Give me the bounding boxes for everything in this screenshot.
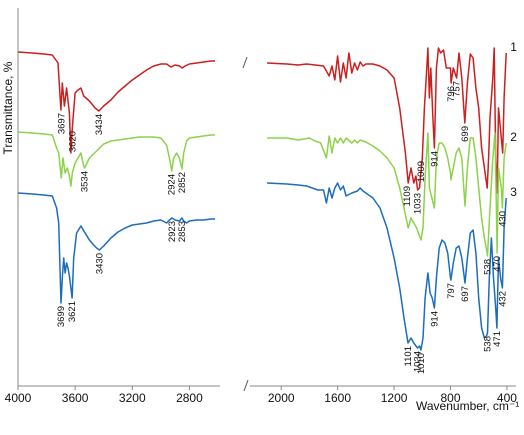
peak-label-538: 538 [483, 259, 494, 275]
series-2-left-line [17, 131, 216, 187]
series-label-3: 3 [510, 185, 517, 199]
tick-label-400: 400 [497, 391, 517, 405]
peak-label-797: 797 [446, 283, 457, 299]
tick-label-2800: 2800 [176, 391, 203, 405]
peak-label-3697: 3697 [56, 113, 67, 134]
peak-label-699: 699 [460, 126, 471, 142]
peak-label-1109: 1109 [402, 186, 413, 206]
peak-label-3699: 3699 [56, 306, 67, 327]
peak-label-2924: 2924 [167, 174, 178, 195]
tick-label-800: 800 [440, 391, 460, 405]
tick-label-4000: 4000 [5, 391, 32, 405]
peak-label-757: 757 [452, 81, 463, 97]
peak-label-1033: 1033 [413, 193, 424, 214]
peak-label-3620: 3620 [67, 131, 78, 152]
axis-break-mark-top [242, 56, 248, 69]
peak-label-1034: 1034 [413, 351, 424, 372]
peak-label-3430: 3430 [94, 253, 105, 274]
y-axis-label: Transmittance, % [1, 61, 15, 154]
peak-label-3534: 3534 [80, 171, 91, 192]
spectra-curves: 1 2 3 [17, 40, 517, 351]
peak-label-697: 697 [460, 286, 471, 302]
peak-label-914: 914 [429, 311, 440, 327]
peak-label-2923: 2923 [167, 221, 178, 242]
series-label-2: 2 [510, 130, 517, 144]
tick-label-3600: 3600 [62, 391, 89, 405]
series-2-right-line [267, 132, 507, 257]
x-axis-ticks: 4000 3600 3200 2800 2000 1600 1200 800 400 [5, 386, 517, 405]
axes-frame [17, 8, 516, 392]
peak-label-538: 538 [483, 336, 494, 352]
series-label-1: 1 [510, 40, 517, 54]
peak-label-1010: 1010 [416, 353, 427, 374]
peak-label-2852: 2852 [177, 172, 188, 193]
series-3-left-line [17, 192, 216, 304]
tick-label-2000: 2000 [268, 391, 295, 405]
series-3-right-line [267, 182, 507, 351]
peak-label-1101: 1101 [403, 346, 414, 366]
x-axis-label: Wavenumber, cm⁻¹ [416, 399, 519, 413]
peak-label-1009: 1009 [416, 161, 427, 182]
series-1-right-line [267, 47, 507, 194]
peak-label-796: 796 [446, 86, 457, 102]
tick-label-1200: 1200 [381, 391, 408, 405]
peak-label-914: 914 [429, 151, 440, 167]
tick-label-3200: 3200 [119, 391, 146, 405]
series-1-left-line [17, 51, 216, 154]
tick-label-1600: 1600 [324, 391, 351, 405]
peak-label-470: 470 [492, 256, 503, 272]
peak-label-432: 432 [497, 291, 508, 307]
peak-label-2853: 2853 [177, 221, 188, 242]
peak-label-430: 430 [498, 211, 509, 227]
axis-break-mark [243, 379, 249, 392]
peak-label-3621: 3621 [67, 301, 78, 322]
peak-label-3434: 3434 [94, 114, 105, 135]
peak-label-471: 471 [492, 331, 503, 347]
